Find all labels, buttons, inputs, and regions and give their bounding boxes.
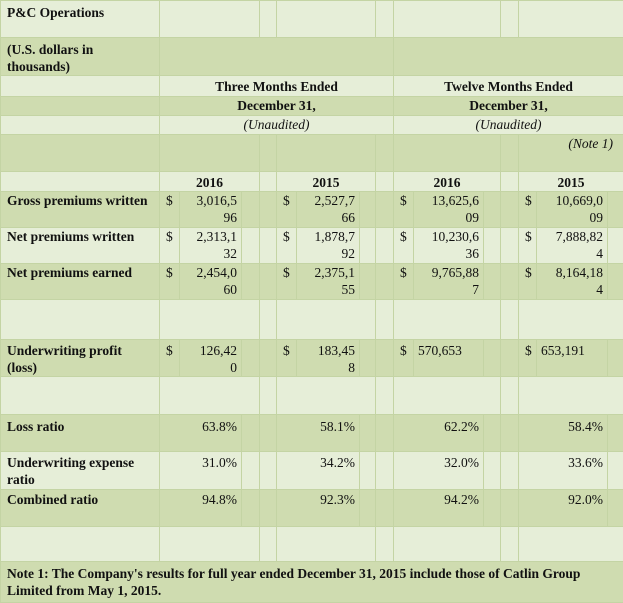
cell-value: 92.0%	[519, 490, 608, 527]
row-label: Loss ratio	[1, 415, 160, 452]
spacer-row	[1, 377, 623, 415]
cell-value: 62.2%	[394, 415, 484, 452]
table-title: P&C Operations	[1, 1, 160, 38]
audit-status-row: (Unaudited) (Unaudited)	[1, 116, 623, 135]
row-label: Underwriting profit (loss)	[1, 340, 160, 377]
three-months-date: December 31,	[160, 97, 394, 116]
cell-value: 58.1%	[277, 415, 360, 452]
currency-symbol: $	[160, 264, 180, 300]
currency-symbol: $	[519, 340, 537, 377]
currency-symbol: $	[277, 192, 297, 228]
cell-value: 33.6%	[519, 452, 608, 490]
currency-symbol: $	[160, 228, 180, 264]
currency-symbol: $	[519, 264, 537, 300]
currency-symbol: $	[277, 264, 297, 300]
cell-value: 92.3%	[277, 490, 360, 527]
year-header: 2016	[160, 172, 260, 192]
year-header: 2016	[394, 172, 501, 192]
cell-value: 32.0%	[394, 452, 484, 490]
currency-symbol: $	[160, 192, 180, 228]
footnote: Note 1: The Company's results for full y…	[1, 562, 623, 603]
year-header: 2015	[519, 172, 623, 192]
note-ref-row: (Note 1)	[1, 135, 623, 172]
twelve-months-status: (Unaudited)	[394, 116, 623, 135]
table-row: Loss ratio 63.8% 58.1% 62.2% 58.4%	[1, 415, 623, 452]
cell-value: 94.8%	[160, 490, 242, 527]
three-months-header: Three Months Ended	[160, 76, 394, 97]
period-label-row: Three Months Ended Twelve Months Ended	[1, 76, 623, 97]
spacer-row	[1, 300, 623, 340]
three-months-status: (Unaudited)	[160, 116, 394, 135]
cell-value: 34.2%	[277, 452, 360, 490]
cell-value: 58.4%	[519, 415, 608, 452]
units-row: (U.S. dollars in thousands)	[1, 38, 623, 76]
cell-value: 94.2%	[394, 490, 484, 527]
year-header: 2015	[277, 172, 376, 192]
currency-symbol: $	[394, 228, 414, 264]
currency-symbol: $	[519, 228, 537, 264]
title-row: P&C Operations	[1, 1, 623, 38]
currency-symbol: $	[519, 192, 537, 228]
row-label: Combined ratio	[1, 490, 160, 527]
row-label: Net premiums written	[1, 228, 160, 264]
currency-symbol: $	[277, 340, 297, 377]
cell-value: 31.0%	[160, 452, 242, 490]
row-label: Gross premiums written	[1, 192, 160, 228]
units-label: (U.S. dollars in thousands)	[1, 38, 160, 76]
twelve-months-header: Twelve Months Ended	[394, 76, 623, 97]
table-row: Combined ratio 94.8% 92.3% 94.2% 92.0%	[1, 490, 623, 527]
period-date-row: December 31, December 31,	[1, 97, 623, 116]
cell-value: 653,191	[537, 340, 608, 377]
twelve-months-date: December 31,	[394, 97, 623, 116]
row-label: Underwriting expense ratio	[1, 452, 160, 490]
currency-symbol: $	[160, 340, 180, 377]
spacer-row	[1, 527, 623, 562]
cell-value: 63.8%	[160, 415, 242, 452]
table-row: Underwriting expense ratio 31.0% 34.2% 3…	[1, 452, 623, 490]
currency-symbol: $	[394, 340, 414, 377]
currency-symbol: $	[394, 264, 414, 300]
currency-symbol: $	[394, 192, 414, 228]
note-reference: (Note 1)	[519, 135, 623, 172]
currency-symbol: $	[277, 228, 297, 264]
footnote-row: Note 1: The Company's results for full y…	[1, 562, 623, 603]
years-row: 2016 2015 2016 2015	[1, 172, 623, 192]
cell-value: 570,653	[414, 340, 484, 377]
row-label: Net premiums earned	[1, 264, 160, 300]
